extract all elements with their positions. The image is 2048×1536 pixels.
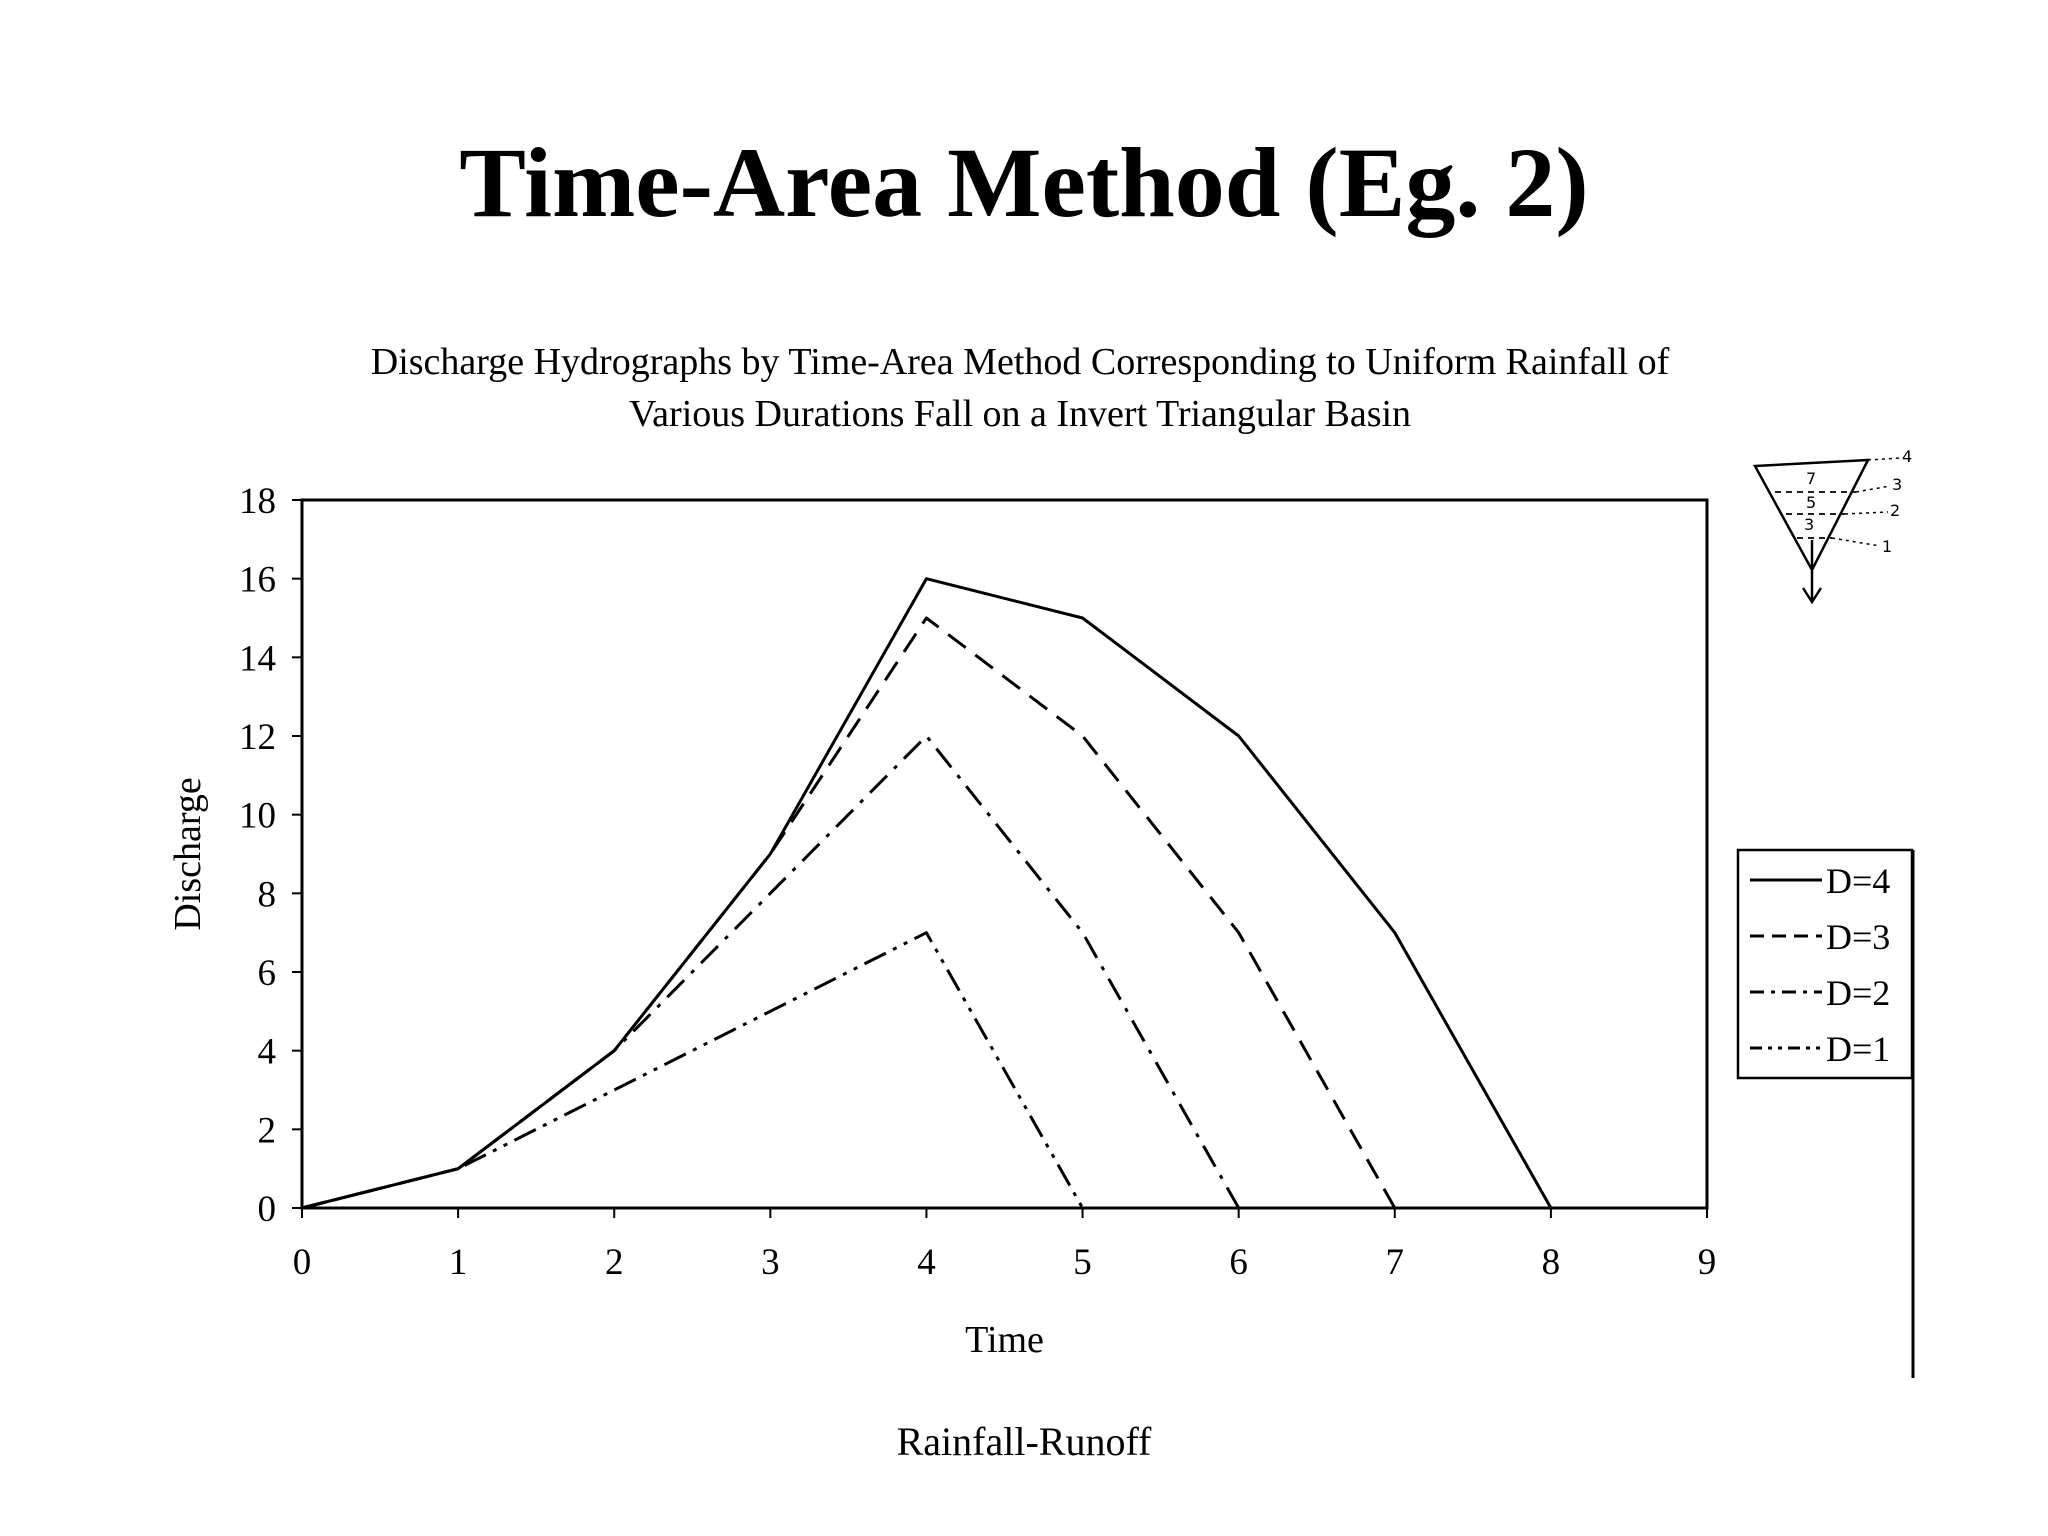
basin-sketch-triangle — [1752, 458, 1871, 573]
basin-zone-label: 3 — [1804, 515, 1814, 534]
x-tick-label: 1 — [449, 1242, 468, 1283]
x-tick-label: 2 — [605, 1242, 624, 1283]
plot-area-frame — [300, 498, 1709, 1210]
y-tick-label: 2 — [258, 1110, 277, 1151]
series-line-d3 — [301, 616, 1397, 1210]
series-line-d1 — [301, 931, 1084, 1210]
legend-label: D=1 — [1826, 1029, 1890, 1069]
x-tick-label: 3 — [761, 1242, 780, 1283]
isochrone-time-label: 4 — [1902, 447, 1912, 466]
series-line-d2 — [301, 734, 1241, 1210]
arrow-head-icon — [1801, 587, 1823, 605]
isochrone-leader-line — [1831, 537, 1881, 547]
x-tick-label: 0 — [293, 1242, 312, 1283]
isochrone-time-label: 3 — [1892, 475, 1902, 494]
legend-label: D=3 — [1826, 917, 1890, 957]
y-axis-title: Discharge — [167, 777, 209, 930]
basin-zone-label: 5 — [1806, 493, 1816, 512]
isochrone-leader-line — [1844, 511, 1889, 515]
y-tick-label: 10 — [239, 796, 276, 837]
slide-title: Time-Area Method (Eg. 2) — [459, 127, 1589, 238]
x-tick-label: 9 — [1698, 1242, 1717, 1283]
legend-box — [1736, 848, 1914, 1080]
isochrone-time-label: 1 — [1882, 537, 1892, 556]
basin-zone-label: 7 — [1806, 469, 1816, 488]
slide-footer: Rainfall-Runoff — [896, 1419, 1152, 1464]
x-tick-label: 6 — [1229, 1242, 1248, 1283]
y-tick-label: 6 — [258, 953, 277, 994]
legend-label: D=2 — [1826, 973, 1890, 1013]
chart-title-line-2: Various Durations Fall on a Invert Trian… — [628, 393, 1412, 435]
y-tick-label: 16 — [239, 560, 276, 601]
x-tick-label: 8 — [1542, 1242, 1561, 1283]
x-tick-label: 4 — [917, 1242, 936, 1283]
chart-title: Discharge Hydrographs by Time-Area Metho… — [250, 336, 1790, 440]
legend-label: D=4 — [1826, 861, 1890, 901]
x-tick-label: 5 — [1073, 1242, 1092, 1283]
isochrone-time-label: 2 — [1890, 501, 1900, 520]
isochrone-leader-line — [1855, 485, 1891, 493]
y-tick-label: 8 — [258, 874, 277, 915]
isochrone-leader-line — [1867, 457, 1901, 461]
chart-title-line-1: Discharge Hydrographs by Time-Area Metho… — [370, 341, 1670, 383]
y-tick-label: 0 — [258, 1189, 277, 1230]
x-axis-title: Time — [965, 1319, 1044, 1361]
y-tick-label: 14 — [239, 638, 276, 679]
y-tick-label: 4 — [258, 1032, 277, 1073]
x-tick-label: 7 — [1386, 1242, 1405, 1283]
y-tick-label: 12 — [239, 717, 276, 758]
y-tick-label: 18 — [239, 481, 276, 522]
series-line-d4 — [301, 577, 1553, 1210]
